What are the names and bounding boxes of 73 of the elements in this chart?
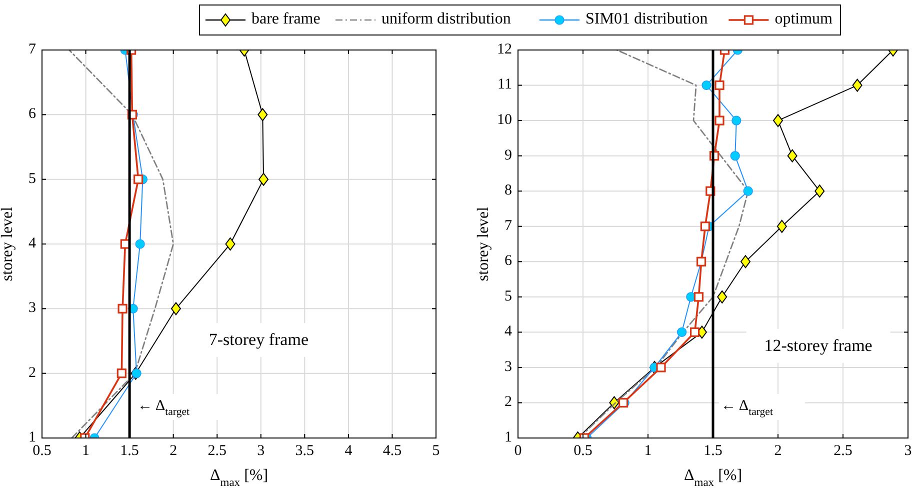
ref-line-label: ← Δ$_{target}$ — [138, 398, 190, 418]
point — [258, 108, 268, 122]
x-tick-label: 0.5 — [32, 443, 52, 459]
x-tick-label: 5 — [432, 443, 440, 459]
y-tick-label: 5 — [504, 288, 512, 304]
y-tick-label: 2 — [28, 364, 36, 381]
x-tick-label: 2 — [774, 443, 782, 459]
point — [787, 149, 798, 162]
x-tick-label: 0.5 — [574, 443, 592, 459]
x-tick-label: 2.5 — [208, 443, 226, 459]
point — [677, 327, 687, 337]
point — [814, 184, 825, 198]
point — [714, 116, 724, 126]
y-tick-label: 8 — [504, 182, 512, 199]
x-axis-title: Δ$_{max}$ [%] — [684, 467, 742, 489]
point — [700, 222, 710, 232]
y-tick-label: 4 — [28, 235, 36, 252]
y-tick-label: 4 — [504, 324, 512, 340]
point — [118, 304, 128, 314]
point — [225, 238, 236, 250]
point — [258, 172, 269, 186]
x-tick-label: 1.5 — [120, 443, 139, 459]
x-tick-label: 1 — [82, 443, 90, 459]
y-tick-label: 9 — [504, 147, 512, 164]
y-tick-label: 1 — [28, 429, 36, 446]
x-tick-label: 3 — [904, 443, 912, 459]
point — [134, 174, 144, 184]
point — [690, 327, 700, 337]
legend-label: optimum — [774, 10, 834, 28]
point — [170, 302, 181, 316]
point — [702, 80, 712, 90]
x-tick-label: 2 — [170, 443, 178, 459]
point — [694, 292, 704, 302]
y-axis-title: storey level — [475, 206, 492, 282]
x-tick-label: 3 — [257, 443, 265, 459]
x-tick-label: 2.5 — [834, 443, 852, 459]
x-tick-label: 0 — [514, 443, 522, 459]
y-tick-label: 10 — [497, 112, 512, 128]
point — [740, 255, 750, 268]
legend-label: uniform distribution — [382, 10, 511, 28]
point — [852, 78, 862, 92]
y-tick-label: 7 — [28, 41, 36, 58]
y-tick-label: 3 — [28, 300, 36, 316]
x-tick-label: 4 — [344, 443, 353, 459]
y-tick-label: 5 — [28, 170, 36, 187]
point — [773, 114, 783, 128]
x-tick-label: 4.5 — [382, 443, 402, 459]
y-tick-label: 2 — [504, 394, 512, 410]
point — [656, 362, 666, 372]
annotation: 12-storey frame — [764, 336, 872, 355]
x-tick-label: 1 — [644, 443, 652, 459]
ref-line-label: ← Δ$_{target}$ — [721, 398, 773, 418]
y-tick-label: 12 — [497, 41, 512, 58]
point — [743, 186, 753, 196]
point — [776, 220, 787, 233]
y-tick-label: 7 — [504, 218, 512, 234]
point — [732, 116, 742, 126]
point — [135, 239, 145, 249]
x-axis-title: Δ$_{max}$ [%] — [210, 467, 268, 489]
annotation: 7-storey frame — [208, 330, 308, 349]
y-tick-label: 11 — [498, 76, 512, 93]
point — [730, 151, 740, 161]
y-tick-label: 3 — [504, 358, 512, 375]
x-tick-label: 1.5 — [704, 443, 722, 459]
y-tick-label: 1 — [504, 429, 512, 446]
y-tick-label: 6 — [28, 106, 36, 122]
y-tick-label: 6 — [504, 253, 512, 270]
point — [714, 80, 724, 90]
legend-label: SIM01 distribution — [586, 10, 708, 28]
x-tick-label: 3.5 — [295, 443, 314, 459]
legend-label: bare frame — [252, 10, 320, 28]
y-axis-title: storey level — [0, 206, 16, 282]
point — [717, 290, 728, 304]
